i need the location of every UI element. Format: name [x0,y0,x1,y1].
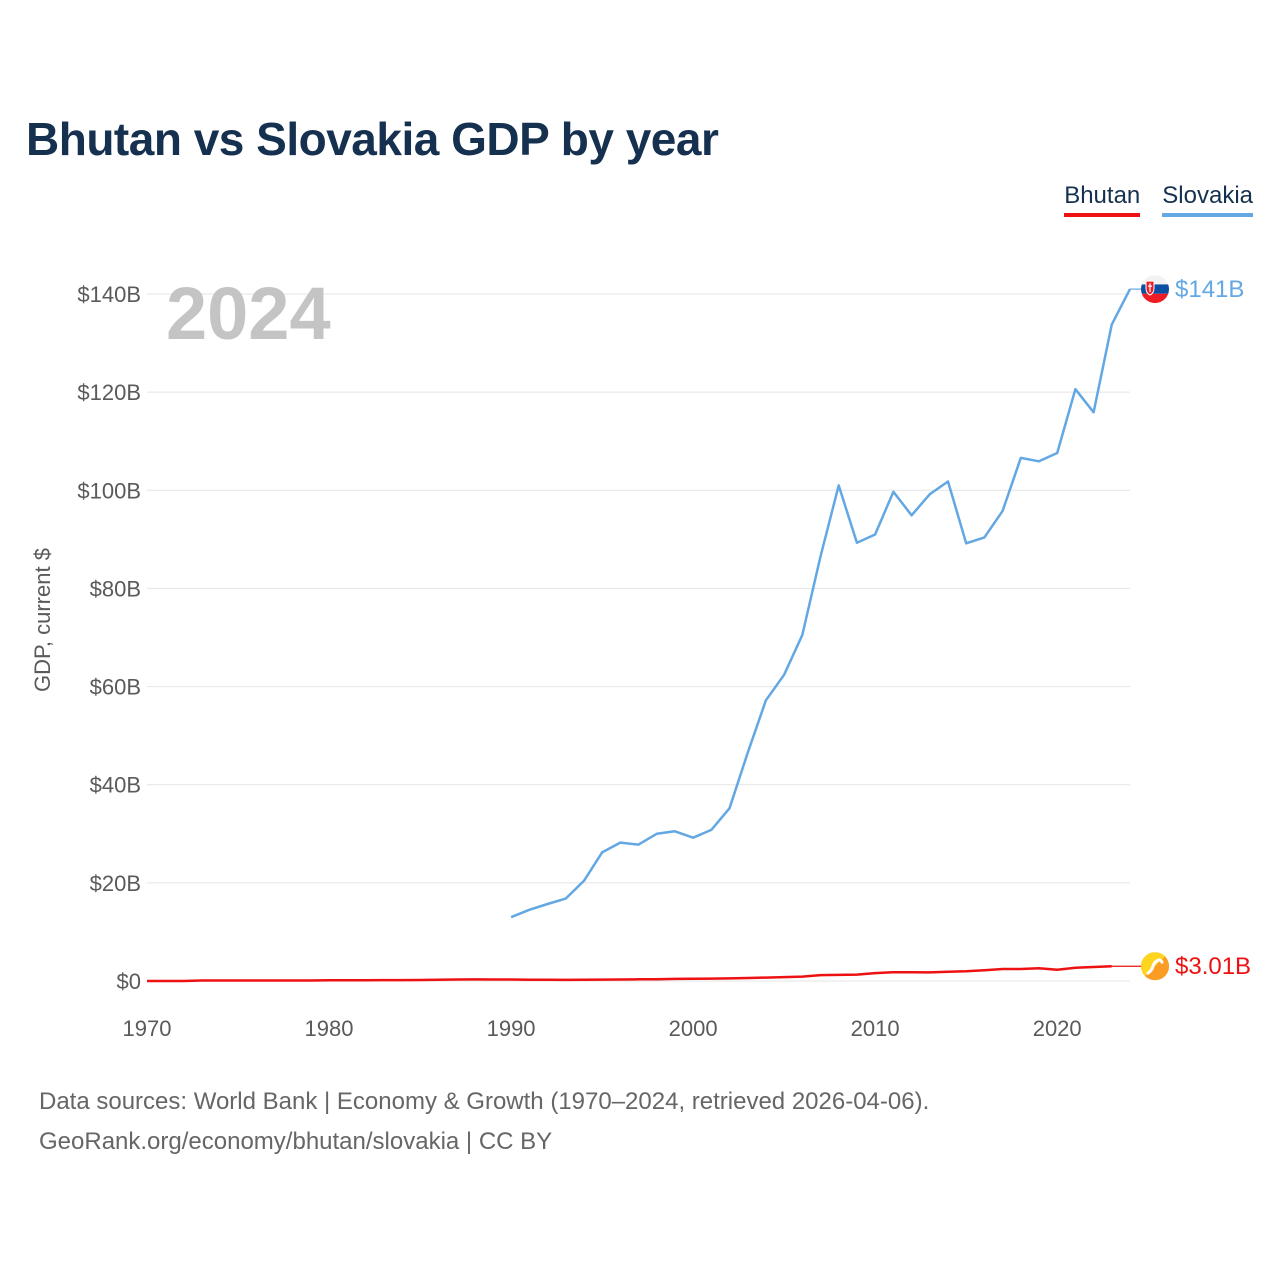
y-tick-label: $140B [77,282,141,307]
data-source-text: Data sources: World Bank | Economy & Gro… [39,1088,930,1115]
series-line-slovakia [510,288,1132,919]
y-tick-label: $0 [117,969,141,994]
end-markers: $3.01B $141B [1111,275,1251,981]
x-tick-label: 1970 [123,1016,172,1041]
legend-item-slovakia[interactable]: Slovakia [1162,182,1253,217]
series-line-bhutan [147,964,1112,983]
legend-item-bhutan[interactable]: Bhutan [1064,182,1141,217]
x-tick-label: 2010 [851,1016,900,1041]
x-tick-label: 2000 [669,1016,718,1041]
end-value-label-bhutan: $3.01B [1175,953,1251,980]
y-tick-label: $40B [90,773,141,798]
year-watermark: 2024 [166,272,331,355]
x-tick-label: 1980 [305,1016,354,1041]
y-tick-label: $20B [90,871,141,896]
y-tick-label: $60B [90,675,141,700]
end-value-label-slovakia: $141B [1175,276,1244,303]
gridlines [147,293,1130,982]
x-axis-ticks: 1970 1980 1990 2000 2010 2020 [123,1016,1082,1041]
y-axis-ticks: $0 $20B $40B $60B $80B $100B $120B $140B [77,282,141,994]
slovakia-flag-icon [1141,275,1169,304]
series-lines [147,288,1132,983]
chart-title: Bhutan vs Slovakia GDP by year [26,113,719,165]
y-tick-label: $80B [90,576,141,601]
x-tick-label: 2020 [1033,1016,1082,1041]
source-url-text: GeoRank.org/economy/bhutan/slovakia | CC… [39,1128,553,1155]
bhutan-flag-icon [1141,952,1169,981]
x-tick-label: 1990 [487,1016,536,1041]
legend: Bhutan Slovakia [1064,182,1253,217]
y-tick-label: $100B [77,478,141,503]
footer: Data sources: World Bank | Economy & Gro… [39,1082,929,1162]
y-axis-label: GDP, current $ [30,548,55,692]
y-tick-label: $120B [77,380,141,405]
